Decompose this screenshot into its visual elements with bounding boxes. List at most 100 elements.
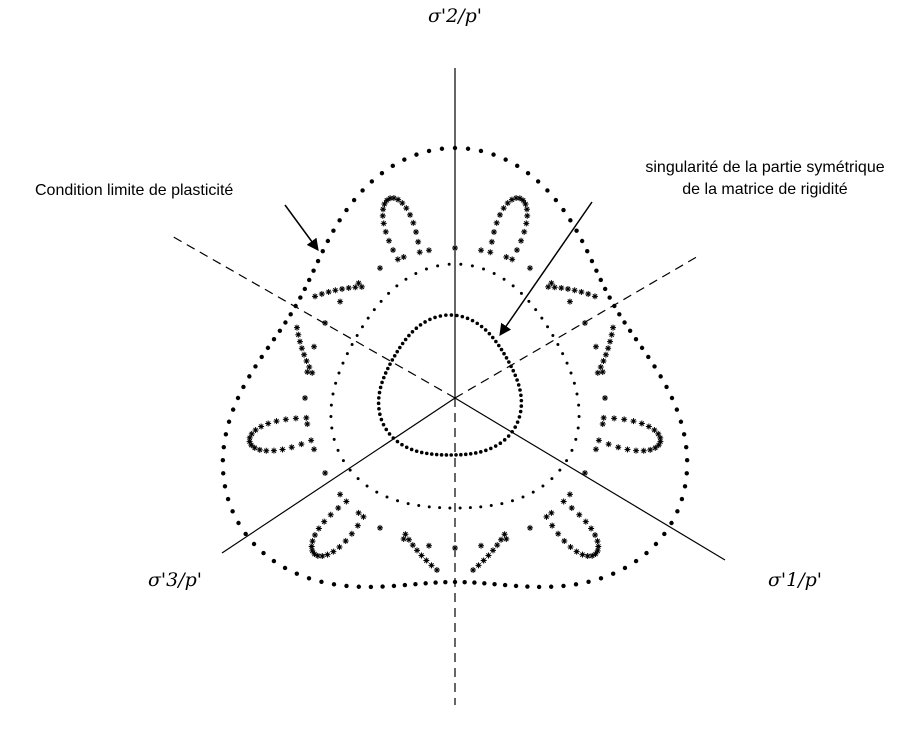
star [475, 562, 482, 569]
star [409, 542, 416, 549]
star [415, 238, 422, 245]
dot [306, 576, 312, 581]
dot [674, 407, 680, 412]
dot [494, 339, 498, 344]
dot [576, 426, 580, 430]
dot [472, 580, 477, 585]
star [655, 442, 662, 449]
dot [510, 499, 514, 503]
star [478, 542, 485, 549]
dot [230, 407, 236, 412]
star [630, 418, 637, 425]
dot [243, 531, 248, 537]
star [303, 357, 310, 364]
star [568, 504, 575, 511]
dot [261, 550, 266, 556]
dot [298, 295, 303, 300]
star [288, 444, 295, 451]
dot [572, 381, 576, 385]
dot [646, 354, 651, 360]
dot [460, 314, 465, 319]
dot [356, 477, 360, 481]
axis-line [454, 397, 726, 561]
dot [438, 314, 443, 318]
star [647, 446, 654, 453]
star [487, 249, 494, 256]
dot [380, 380, 384, 385]
dot [377, 390, 382, 395]
star [470, 567, 477, 574]
star [390, 195, 397, 202]
star [592, 446, 599, 453]
dot [503, 157, 508, 162]
star [611, 415, 618, 422]
star [382, 228, 389, 235]
star [304, 421, 311, 428]
annotation: de la matrice de rigidité [682, 181, 848, 198]
star [513, 247, 520, 254]
star [560, 498, 567, 505]
dot [402, 157, 407, 162]
dot [331, 228, 336, 233]
dot [379, 299, 383, 303]
star [428, 562, 435, 569]
star [548, 509, 555, 516]
dot [443, 579, 448, 585]
star [638, 420, 645, 427]
dot [579, 238, 585, 244]
arrow [499, 201, 593, 336]
dot [493, 444, 498, 448]
dot [556, 342, 560, 346]
star [585, 290, 592, 297]
dot [490, 335, 495, 340]
star [523, 220, 530, 227]
star [246, 438, 253, 445]
dot [669, 395, 675, 401]
dot [400, 442, 404, 447]
dot [429, 452, 434, 456]
star [321, 518, 328, 525]
dot [679, 496, 685, 502]
dot [253, 364, 258, 369]
star [312, 293, 319, 300]
star [594, 369, 601, 376]
dot [513, 425, 517, 429]
dot [447, 262, 451, 266]
dot [423, 320, 427, 324]
dot [570, 448, 574, 452]
star [330, 548, 337, 555]
star [352, 284, 359, 291]
dot [644, 550, 649, 556]
dot [664, 384, 669, 390]
dot [504, 356, 509, 360]
dot [345, 352, 349, 356]
star [309, 369, 316, 376]
dot [545, 188, 550, 193]
star [566, 491, 573, 498]
dot [531, 490, 535, 494]
dot [383, 371, 388, 375]
dot [417, 504, 421, 508]
dot [525, 170, 531, 176]
star [414, 547, 421, 554]
dot [502, 277, 506, 281]
star [309, 547, 316, 554]
points [220, 145, 690, 590]
dot [684, 471, 689, 476]
dot [433, 315, 437, 320]
star [309, 538, 316, 545]
dot [574, 437, 578, 441]
dot [470, 318, 475, 323]
dot [548, 584, 554, 589]
star [595, 437, 602, 444]
star [551, 284, 558, 291]
dot [515, 163, 520, 169]
star [311, 446, 318, 453]
star [640, 447, 647, 454]
star [496, 211, 503, 218]
dot [337, 218, 342, 223]
star [452, 545, 458, 551]
dot [414, 152, 419, 157]
dot [283, 320, 288, 325]
dot [381, 422, 386, 427]
